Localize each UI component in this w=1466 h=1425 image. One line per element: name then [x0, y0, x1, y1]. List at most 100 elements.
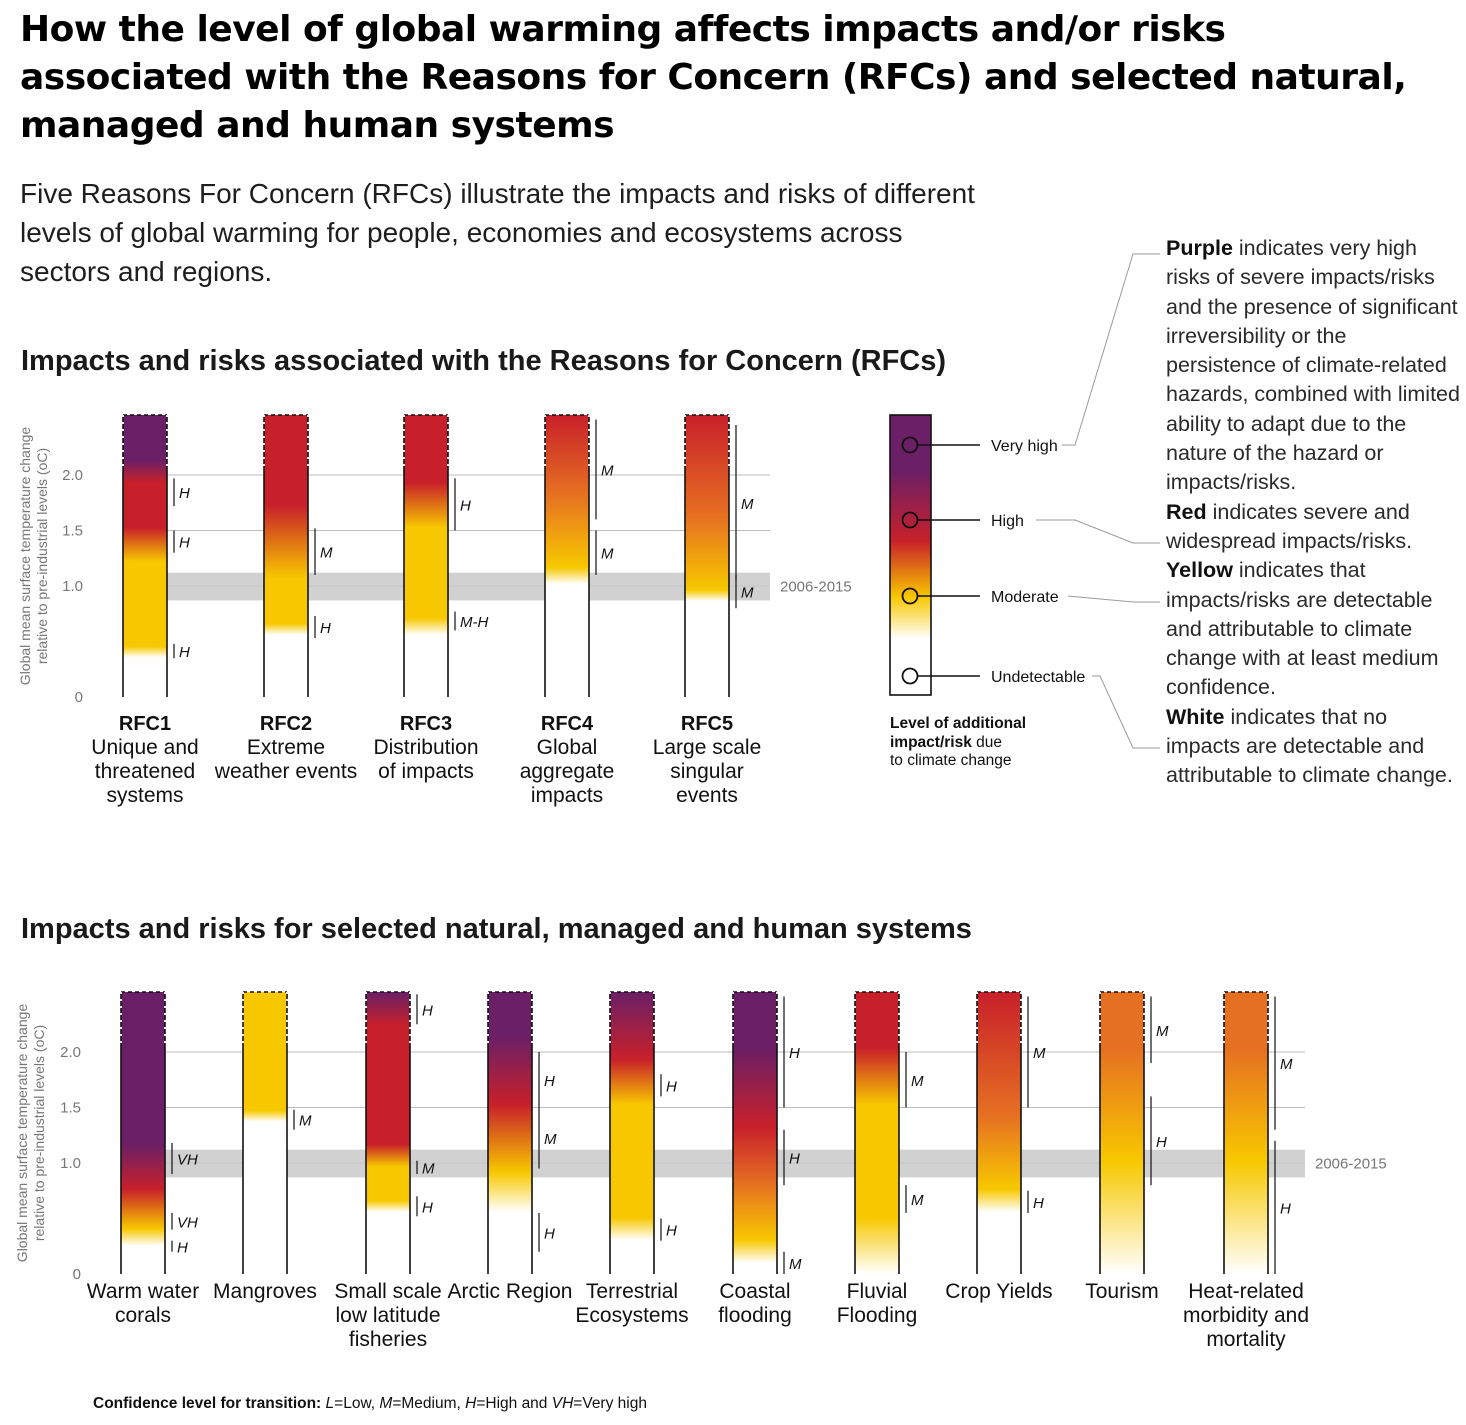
confidence-label: M [320, 545, 333, 562]
y-tick-label: 1.5 [62, 523, 83, 540]
y-axis-label: Global mean surface temperature changere… [17, 427, 50, 686]
confidence-label: M [1033, 1045, 1046, 1062]
confidence-label: H [177, 1239, 188, 1256]
chart-panel-2: Impacts and risks for selected natural, … [14, 913, 1387, 1351]
confidence-label: H [1033, 1195, 1044, 1212]
confidence-label: H [666, 1223, 677, 1240]
legend-connector [1036, 519, 1160, 544]
legend-connector [1092, 675, 1160, 749]
bar-label: Warm water corals [87, 1280, 199, 1327]
legend-caption-line: Level of additional [890, 715, 1026, 732]
risk-bar [1224, 992, 1268, 1274]
legend-marker [901, 667, 919, 685]
confidence-label: M [299, 1113, 312, 1130]
confidence-label: M-H [460, 614, 488, 631]
y-tick-label: 1.0 [60, 1155, 81, 1172]
footnote-M-text: =Medium, [392, 1395, 466, 1412]
bar-label: RFC3 Distribution of impacts [373, 713, 478, 783]
panel-title: Impacts and risks associated with the Re… [21, 345, 946, 377]
y-tick-label: 2.0 [60, 1044, 81, 1061]
risk-bar [610, 992, 654, 1274]
footnote-VH: VH [551, 1395, 574, 1412]
bar-label: RFC4 Global aggregate impacts [520, 713, 615, 807]
confidence-label: M [741, 496, 754, 513]
confidence-label: H [544, 1225, 555, 1242]
footnote-L-text: =Low, [334, 1395, 380, 1412]
confidence-label: H [320, 620, 331, 637]
risk-bar [1100, 992, 1144, 1274]
risk-bar [733, 992, 777, 1274]
risk-bar [855, 992, 899, 1274]
confidence-label: M [601, 546, 614, 563]
bar-label: Coastal flooding [718, 1280, 792, 1327]
confidence-label: M [544, 1131, 557, 1148]
legend-marker [901, 587, 919, 605]
bar-label: Fluvial Flooding [837, 1280, 918, 1327]
legend-white-word: White [1166, 704, 1225, 729]
confidence-label: M [422, 1160, 435, 1177]
confidence-label: M [741, 585, 754, 602]
page-title: How the level of global warming affects … [20, 9, 1407, 146]
reference-band-label: 2006-2015 [1315, 1156, 1387, 1173]
legend-white-desc: indicates that no impacts are detectable… [1166, 704, 1453, 788]
bar-label: Arctic Region [448, 1280, 573, 1303]
confidence-label: H [789, 1045, 800, 1062]
confidence-label: H [460, 497, 471, 514]
footnote-VH-text: =Very high [573, 1395, 647, 1412]
confidence-label: VH [177, 1214, 198, 1231]
confidence-label: H [179, 485, 190, 502]
legend-connector [1062, 253, 1160, 446]
legend-marker [901, 436, 919, 454]
confidence-label: M [1280, 1056, 1293, 1073]
risk-bar [366, 992, 410, 1274]
bar-label: Mangroves [213, 1280, 317, 1303]
color-legend-description: Purple indicates very high risks of seve… [1166, 234, 1461, 791]
risk-bar [685, 415, 729, 697]
risk-bar [243, 992, 287, 1274]
footnote-M: M [379, 1395, 393, 1412]
confidence-label: H [1156, 1134, 1167, 1151]
bar-label: Small scale low latitude fisheries [334, 1280, 441, 1351]
confidence-footnote: Confidence level for transition: L=Low, … [93, 1395, 647, 1413]
legend-level-label: High [991, 513, 1024, 530]
legend-marker [901, 511, 919, 529]
legend-connector [1067, 595, 1160, 603]
legend-caption-line: to climate change [890, 752, 1012, 769]
y-tick-label: 0 [73, 1266, 81, 1283]
risk-bar [404, 415, 448, 697]
risk-bar [488, 992, 532, 1274]
panel-title: Impacts and risks for selected natural, … [21, 913, 972, 945]
risk-bar [123, 415, 167, 697]
bar-label: RFC1 Unique and threatened systems [91, 713, 198, 807]
y-tick-label: 0 [75, 689, 83, 706]
risk-bar [977, 992, 1021, 1274]
confidence-label: H [179, 535, 190, 552]
y-tick-label: 2.0 [62, 467, 83, 484]
confidence-label: H [422, 1199, 433, 1216]
legend-red-desc: indicates severe and widespread impacts/… [1166, 499, 1413, 553]
confidence-label: M [1156, 1023, 1169, 1040]
confidence-label: H [666, 1078, 677, 1095]
confidence-label: M [911, 1192, 924, 1209]
footnote-H: H [465, 1395, 477, 1412]
bar-label: Tourism [1085, 1280, 1159, 1303]
y-tick-label: 1.5 [60, 1100, 81, 1117]
bar-label: Heat-related morbidity and mortality [1183, 1280, 1309, 1351]
risk-bar [264, 415, 308, 697]
bar-label: Crop Yields [945, 1280, 1052, 1303]
confidence-label: H [544, 1073, 555, 1090]
footnote-H-text: =High and [476, 1395, 552, 1412]
confidence-label: M [789, 1256, 802, 1273]
legend-yellow-desc: indicates that impacts/risks are detecta… [1166, 558, 1439, 700]
confidence-label: H [179, 644, 190, 661]
bar-label: RFC5 Large scale singular events [653, 713, 762, 807]
confidence-label: M [911, 1073, 924, 1090]
risk-bar [121, 992, 165, 1274]
legend-caption-line: impact/risk due [890, 734, 1002, 751]
bar-label: Terrestrial Ecosystems [575, 1280, 688, 1327]
legend-level-label: Very high [991, 438, 1058, 455]
legend-purple-desc: indicates very high risks of severe impa… [1166, 236, 1460, 495]
footnote-label: Confidence level for transition: [93, 1395, 326, 1412]
legend-bar [889, 414, 932, 696]
